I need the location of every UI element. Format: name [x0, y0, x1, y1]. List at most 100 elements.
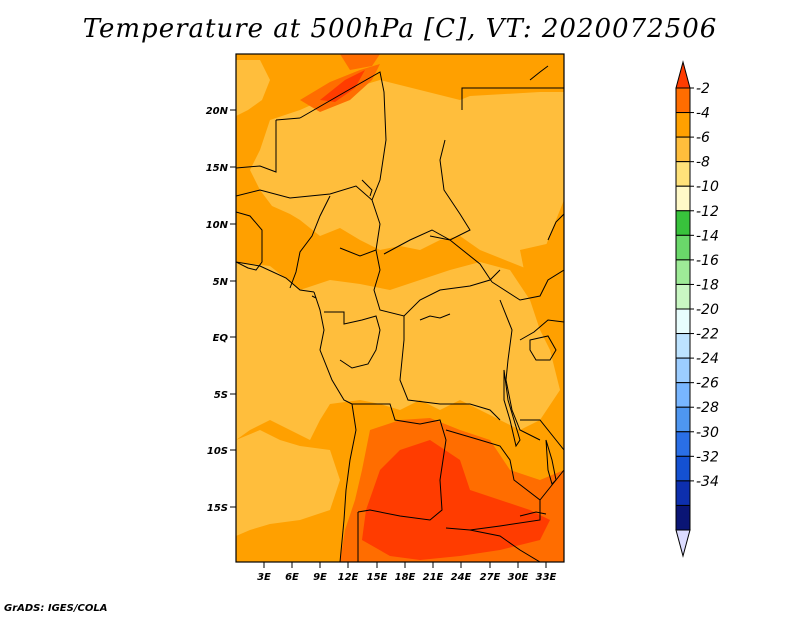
border-tanzania	[520, 419, 564, 451]
lake-kariba	[519, 511, 547, 517]
border-west-africa	[236, 211, 263, 271]
colorbar-label: -28	[696, 400, 719, 416]
lat-label: 20N	[206, 106, 229, 117]
lat-label: 10N	[206, 220, 229, 231]
country-borders	[236, 65, 564, 562]
temperature-field	[236, 54, 564, 562]
colorbar-swatch	[675, 455, 691, 482]
lon-label: 3E	[257, 572, 271, 583]
border-south-sudan	[491, 269, 564, 301]
colorbar-label: -4	[696, 106, 710, 122]
border-drc	[399, 316, 501, 421]
lat-label: 10S	[207, 446, 228, 457]
border-drc-east	[499, 299, 541, 441]
colorbar-swatch	[675, 136, 691, 163]
lake-victoria	[529, 335, 557, 361]
lake-tanganyika	[503, 369, 521, 448]
colorbar-label: -32	[696, 449, 719, 465]
lon-label: 12E	[338, 572, 359, 583]
lon-label: 21E	[423, 572, 444, 583]
border-egypt-sudan	[461, 87, 564, 110]
red-sea-coast	[529, 65, 549, 81]
field-region-ridge	[236, 200, 420, 280]
field-region-northwest	[236, 60, 270, 116]
colorbar-label: -2	[696, 81, 710, 97]
chart-title: Temperature at 500hPa [C], VT: 202007250…	[82, 14, 718, 44]
border-car-chad	[383, 229, 493, 283]
lat-label: 15S	[207, 503, 228, 514]
colorbar-swatch	[675, 431, 691, 457]
colorbar-swatch	[675, 185, 691, 212]
map-frame	[235, 53, 565, 563]
lon-label: 15E	[367, 572, 388, 583]
colorbar-top-arrow	[675, 60, 691, 89]
lon-label: 33E	[536, 572, 557, 583]
colorbar-swatch	[675, 480, 691, 506]
colorbar-label: -20	[696, 302, 719, 318]
lat-axis: 20N 15N 10N 5N EQ 5S 10S 15S	[206, 106, 236, 514]
colorbar-swatch	[675, 283, 691, 310]
grads-credit: GrADS: IGES/COLA	[4, 603, 108, 614]
lon-label: 24E	[451, 572, 472, 583]
colorbar-label: -6	[696, 130, 710, 146]
colorbar-label: -30	[696, 425, 719, 441]
colorbar-label: -14	[696, 228, 719, 244]
lat-label: 5N	[213, 277, 229, 288]
lon-label: 9E	[313, 572, 327, 583]
border-zimbabwe	[469, 529, 541, 562]
border-ethiopia	[547, 213, 564, 241]
field-warm-core	[362, 440, 550, 560]
lat-label: EQ	[213, 333, 229, 344]
border-cameroon-car	[373, 249, 501, 317]
island-bioko	[311, 295, 317, 299]
colorbar-swatch	[675, 308, 691, 335]
colorbar-swatch	[675, 259, 691, 285]
colorbar-swatch	[675, 406, 691, 433]
lake-malawi	[545, 439, 557, 485]
colorbar-label: -26	[696, 376, 719, 392]
colorbar-label: -18	[696, 277, 719, 293]
lon-label: 30E	[508, 572, 529, 583]
border-nigeria-cameroon	[289, 195, 331, 289]
lon-label: 18E	[395, 572, 416, 583]
border-angola	[352, 403, 447, 521]
colorbar-swatch	[675, 87, 691, 114]
colorbar-swatch	[675, 382, 691, 408]
border-niger-nigeria	[236, 185, 381, 257]
colorbar-label: -34	[696, 474, 719, 490]
lon-axis: 3E 6E 9E 12E 15E 18E 21E 24E 27E 30E 33E	[257, 562, 557, 583]
border-gabon-congo	[324, 311, 381, 369]
border-gulf-coast	[236, 261, 315, 293]
lon-label: 6E	[285, 572, 299, 583]
colorbar-swatch	[675, 504, 691, 531]
colorbar-swatch	[675, 210, 691, 236]
border-algeria	[275, 117, 301, 121]
lat-label: 15N	[206, 163, 229, 174]
colorbar-swatch	[675, 234, 691, 261]
river-congo	[419, 313, 451, 321]
colorbar-swatch	[675, 333, 691, 359]
field-region-central	[236, 262, 560, 440]
colorbar-swatch	[675, 161, 691, 187]
colorbar-label: -8	[696, 155, 710, 171]
border-kenya-uganda	[519, 319, 564, 341]
coast-west	[313, 291, 357, 562]
field-warm-top-edge	[340, 54, 380, 70]
field-region-west-lower	[236, 430, 340, 536]
field-region-north	[250, 80, 564, 270]
lon-label: 27E	[480, 572, 501, 583]
colorbar: -2 -4 -6 -8 -10 -12 -14 -16 -18 -20 -22 -24 -26 -28 -3…	[675, 60, 719, 558]
border-west-north	[236, 120, 277, 173]
colorbar-label: -24	[696, 351, 719, 367]
lake-chad	[361, 179, 373, 197]
lat-label: 5S	[214, 390, 228, 401]
colorbar-label: -22	[696, 327, 719, 343]
colorbar-swatch	[675, 357, 691, 384]
field-warm-north-core	[320, 70, 365, 102]
border-zambia	[445, 429, 541, 531]
colorbar-label: -16	[696, 253, 719, 269]
colorbar-label: -10	[696, 179, 719, 195]
border-libya-sudan-chad-north	[299, 71, 387, 201]
colorbar-bottom-arrow	[675, 529, 691, 558]
